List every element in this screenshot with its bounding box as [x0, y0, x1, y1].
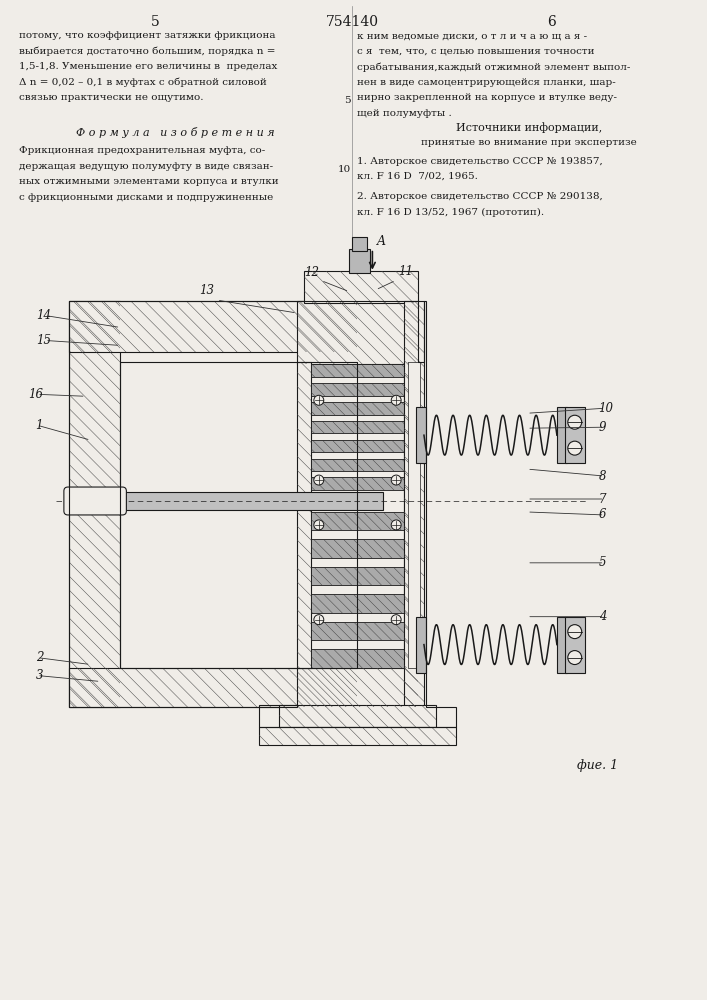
Polygon shape: [311, 383, 404, 396]
Polygon shape: [311, 421, 404, 433]
Circle shape: [568, 441, 582, 455]
Text: 16: 16: [28, 388, 43, 401]
Circle shape: [391, 475, 401, 485]
Bar: [120, 492, 383, 510]
Polygon shape: [311, 440, 404, 452]
Bar: [557, 617, 567, 673]
Bar: [416, 617, 426, 673]
Polygon shape: [69, 301, 120, 707]
Text: нен в виде самоцентрирующейся планки, шар-: нен в виде самоцентрирующейся планки, ша…: [356, 78, 615, 87]
Text: связью практически не ощутимо.: связью практически не ощутимо.: [19, 93, 204, 102]
Text: ных отжимными элементами корпуса и втулки: ных отжимными элементами корпуса и втулк…: [19, 177, 279, 186]
Polygon shape: [311, 539, 404, 558]
Bar: [565, 617, 585, 673]
Text: 2. Авторское свидетельство СССР № 290138,: 2. Авторское свидетельство СССР № 290138…: [356, 192, 602, 201]
Text: Фрикционная предохранительная муфта, со-: Фрикционная предохранительная муфта, со-: [19, 146, 266, 155]
Polygon shape: [69, 301, 356, 352]
Polygon shape: [297, 668, 418, 707]
Polygon shape: [304, 271, 418, 303]
Polygon shape: [69, 668, 356, 707]
Text: 1,5-1,8. Уменьшение его величины в  пределах: 1,5-1,8. Уменьшение его величины в преде…: [19, 62, 278, 71]
Text: Источники информации,: Источники информации,: [456, 123, 602, 133]
Text: принятые во внимание при экспертизе: принятые во внимание при экспертизе: [421, 138, 637, 147]
Polygon shape: [311, 649, 404, 668]
Polygon shape: [311, 459, 404, 471]
Text: фue. 1: фue. 1: [577, 759, 618, 772]
Polygon shape: [311, 567, 404, 585]
Text: 6: 6: [599, 508, 606, 521]
Text: 1: 1: [35, 419, 43, 432]
Text: потому, что коэффициент затяжки фрикциона: потому, что коэффициент затяжки фрикцион…: [19, 31, 276, 40]
Text: 7: 7: [599, 493, 606, 506]
Polygon shape: [311, 512, 404, 530]
Text: 12: 12: [305, 266, 320, 279]
Bar: [351, 237, 368, 251]
Polygon shape: [311, 477, 404, 490]
Text: кл. F 16 D 13/52, 1967 (прототип).: кл. F 16 D 13/52, 1967 (прототип).: [356, 208, 544, 217]
Text: 8: 8: [599, 470, 606, 483]
Text: выбирается достаточно большим, порядка n =: выбирается достаточно большим, порядка n…: [19, 47, 276, 56]
Text: нирно закрепленной на корпусе и втулке веду-: нирно закрепленной на корпусе и втулке в…: [356, 93, 617, 102]
Text: кл. F 16 D  7/02, 1965.: кл. F 16 D 7/02, 1965.: [356, 172, 477, 181]
Text: держащая ведущую полумуфту в виде связан-: держащая ведущую полумуфту в виде связан…: [19, 162, 274, 171]
Text: Ф о р м у л а   и з о б р е т е н и я: Ф о р м у л а и з о б р е т е н и я: [76, 127, 274, 138]
Polygon shape: [311, 364, 404, 377]
Polygon shape: [259, 727, 456, 745]
Polygon shape: [279, 705, 436, 727]
Circle shape: [568, 651, 582, 665]
Polygon shape: [311, 402, 404, 415]
Text: A: A: [378, 235, 386, 248]
Circle shape: [314, 475, 324, 485]
Circle shape: [391, 520, 401, 530]
Text: 6: 6: [547, 15, 556, 29]
Bar: [557, 407, 567, 463]
Text: 3: 3: [35, 669, 43, 682]
Bar: [408, 362, 420, 668]
FancyBboxPatch shape: [64, 487, 127, 515]
Polygon shape: [297, 301, 418, 364]
Circle shape: [314, 615, 324, 625]
Text: 13: 13: [199, 284, 214, 297]
Text: с я  тем, что, с целью повышения точности: с я тем, что, с целью повышения точности: [356, 47, 594, 56]
Bar: [349, 249, 370, 273]
Text: 754140: 754140: [325, 15, 378, 29]
Text: щей полумуфты .: щей полумуфты .: [356, 109, 451, 118]
Circle shape: [391, 615, 401, 625]
Bar: [416, 407, 426, 463]
Circle shape: [314, 520, 324, 530]
Text: 4: 4: [599, 610, 606, 623]
Circle shape: [568, 415, 582, 429]
Polygon shape: [311, 622, 404, 640]
Text: 1. Авторское свидетельство СССР № 193857,: 1. Авторское свидетельство СССР № 193857…: [356, 157, 602, 166]
Text: Δ n = 0,02 – 0,1 в муфтах с обратной силовой: Δ n = 0,02 – 0,1 в муфтах с обратной сил…: [19, 78, 267, 87]
Text: срабатывания,каждый отжимной элемент выпол-: срабатывания,каждый отжимной элемент вып…: [356, 62, 630, 72]
Circle shape: [314, 395, 324, 405]
Text: 10: 10: [337, 165, 351, 174]
Bar: [120, 362, 356, 668]
Polygon shape: [311, 594, 404, 613]
Text: 5: 5: [344, 96, 351, 105]
Text: 14: 14: [36, 309, 51, 322]
Text: 9: 9: [599, 421, 606, 434]
Text: 15: 15: [36, 334, 51, 347]
Circle shape: [568, 625, 582, 639]
Text: к ним ведомые диски, о т л и ч а ю щ а я -: к ним ведомые диски, о т л и ч а ю щ а я…: [356, 31, 587, 40]
Polygon shape: [404, 362, 418, 668]
Text: 11: 11: [398, 265, 413, 278]
Text: с фрикционными дисками и подпружиненные: с фрикционными дисками и подпружиненные: [19, 193, 274, 202]
Text: 10: 10: [599, 402, 614, 415]
Polygon shape: [297, 362, 311, 668]
Bar: [565, 407, 585, 463]
Circle shape: [391, 395, 401, 405]
Polygon shape: [404, 301, 424, 707]
Bar: [120, 362, 356, 668]
Text: 5: 5: [151, 15, 160, 29]
Text: 2: 2: [35, 651, 43, 664]
Text: 5: 5: [599, 556, 606, 569]
